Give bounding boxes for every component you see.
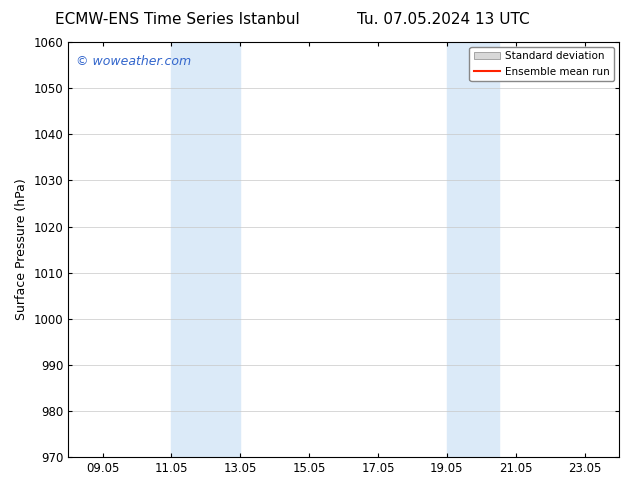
Bar: [171, 42, 240, 457]
Text: © woweather.com: © woweather.com: [77, 54, 191, 68]
Text: ECMW-ENS Time Series Istanbul: ECMW-ENS Time Series Istanbul: [55, 12, 300, 27]
Y-axis label: Surface Pressure (hPa): Surface Pressure (hPa): [15, 179, 28, 320]
Legend: Standard deviation, Ensemble mean run: Standard deviation, Ensemble mean run: [469, 47, 614, 81]
Bar: [447, 42, 498, 457]
Text: Tu. 07.05.2024 13 UTC: Tu. 07.05.2024 13 UTC: [358, 12, 530, 27]
